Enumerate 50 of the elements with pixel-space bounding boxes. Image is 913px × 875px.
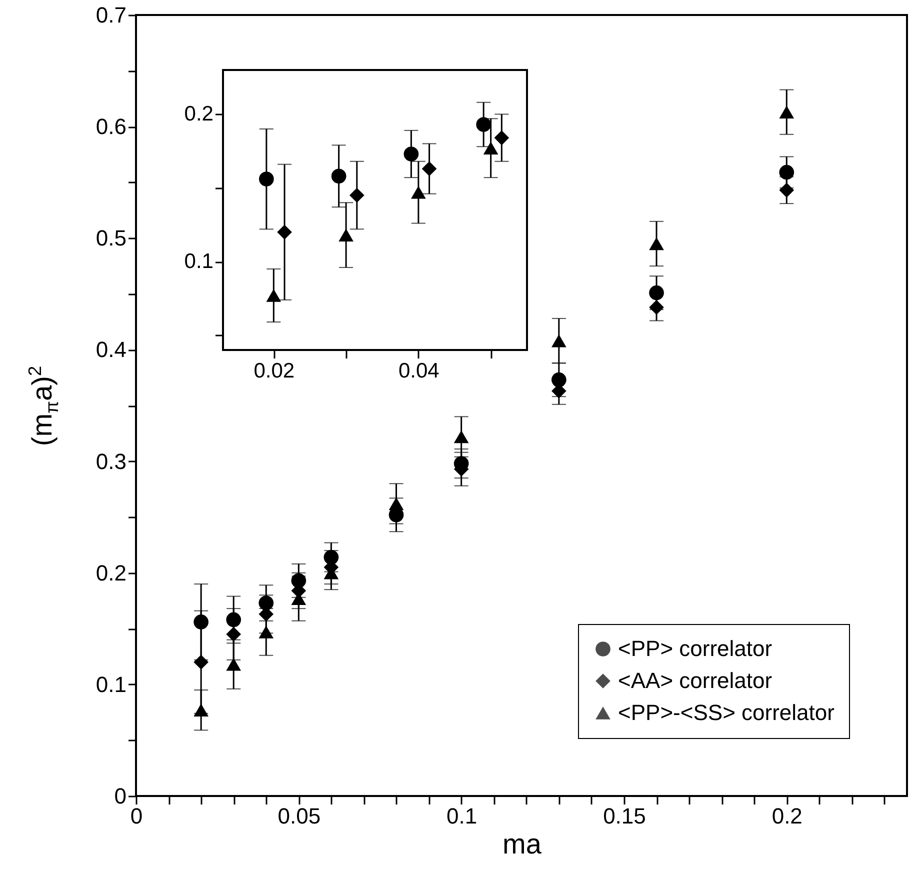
point <box>551 372 566 388</box>
point <box>411 186 426 199</box>
y-tick-label: 0.7 <box>96 2 126 28</box>
point <box>779 106 794 118</box>
x-tick-label: 0.05 <box>278 804 321 828</box>
point <box>259 172 274 186</box>
point <box>266 289 282 302</box>
legend-label: <PP> correlator <box>618 636 772 661</box>
point <box>779 164 794 180</box>
x-axis-title: ma <box>502 828 542 860</box>
point <box>258 626 274 638</box>
point <box>551 334 566 348</box>
point <box>454 430 469 444</box>
point <box>779 182 794 198</box>
y-tick-label: 0.2 <box>96 560 126 586</box>
point <box>649 285 664 300</box>
point <box>226 658 242 671</box>
point <box>331 168 346 184</box>
x-tick-label: 0.02 <box>254 360 295 382</box>
point <box>324 550 339 565</box>
legend-label: <PP>-<SS> correlator <box>618 700 834 725</box>
point <box>194 704 208 717</box>
point <box>338 228 354 242</box>
point <box>226 626 242 642</box>
x-tick-label: 0.2 <box>772 804 802 828</box>
y-tick-label: 0.5 <box>96 226 126 251</box>
legend-label: <AA> correlator <box>618 668 772 693</box>
point <box>194 654 208 670</box>
x-tick-label: 0.15 <box>603 804 646 828</box>
point <box>258 596 274 610</box>
y-tick-label: 0.6 <box>96 114 126 140</box>
point <box>483 142 498 155</box>
point <box>277 224 292 240</box>
y-tick-label: 0.3 <box>96 448 126 474</box>
point <box>476 117 491 132</box>
point <box>194 614 208 630</box>
x-tick-label: 0 <box>130 804 143 828</box>
y-tick-label: 0.1 <box>96 672 126 697</box>
y-tick-label: 0 <box>114 784 126 808</box>
point <box>649 237 664 250</box>
point <box>649 300 664 315</box>
point <box>422 161 437 176</box>
point <box>349 188 364 203</box>
point <box>494 130 510 146</box>
point <box>388 497 404 510</box>
point <box>404 146 419 162</box>
y-tick-label: 0.4 <box>96 337 126 362</box>
x-tick-label: 0.1 <box>446 804 478 828</box>
point <box>226 612 242 628</box>
x-tick-label: 0.04 <box>398 360 440 382</box>
